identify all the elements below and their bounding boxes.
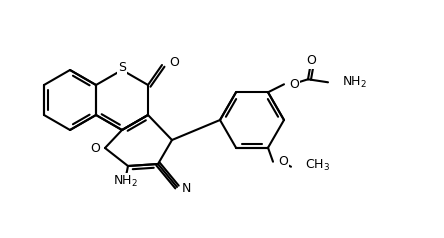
Text: O: O [90, 142, 100, 154]
Text: S: S [118, 61, 126, 74]
Text: O: O [278, 155, 288, 168]
Text: CH$_3$: CH$_3$ [305, 158, 330, 173]
Text: O: O [289, 78, 299, 91]
Text: NH$_2$: NH$_2$ [342, 75, 367, 90]
Text: O: O [306, 54, 316, 67]
Text: O: O [169, 56, 179, 69]
Text: NH$_2$: NH$_2$ [112, 174, 138, 189]
Text: N: N [182, 183, 191, 195]
